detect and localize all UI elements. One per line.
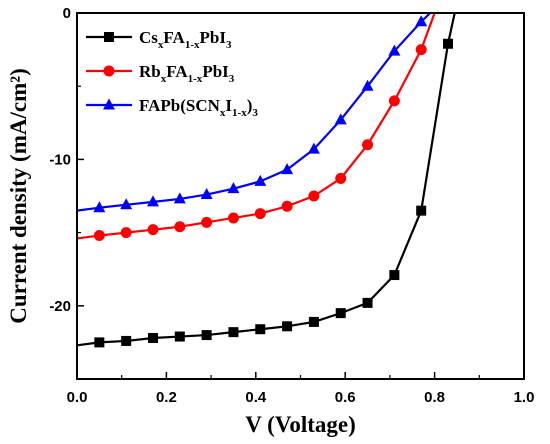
x-tick-label: 0.4 [245, 389, 267, 406]
data-point [362, 297, 373, 308]
data-point [307, 142, 320, 154]
series-layer [77, 13, 456, 348]
data-point [173, 192, 186, 204]
data-point [443, 38, 454, 49]
data-point [255, 324, 266, 335]
legend-marker [103, 65, 115, 77]
data-point [308, 190, 320, 202]
data-point [227, 182, 240, 194]
data-point [335, 308, 346, 319]
data-point [174, 331, 185, 342]
series-line [77, 13, 456, 347]
data-point [147, 333, 158, 344]
legend-label-part: 1-x [185, 39, 200, 51]
data-point [120, 227, 132, 239]
data-point [121, 335, 132, 346]
data-point [415, 15, 428, 27]
y-axis-label: Current density (mA/cm²) [6, 68, 31, 324]
legend-label-part: PbI [202, 62, 229, 81]
data-point [120, 198, 133, 210]
legend-label: FAPb(SCNxI1-x)3 [139, 96, 258, 119]
legend-label-part: PbI [199, 28, 226, 47]
data-point [94, 337, 105, 348]
x-axis-label: V (Voltage) [245, 412, 356, 437]
legend-label-part: I [225, 96, 232, 115]
legend-label: CsxFA1-xPbI3 [139, 28, 232, 51]
ticks-layer: 0.0 0.2 0.4 0.6 0.8 1.0 0 -10 -20 [49, 5, 534, 406]
data-point [93, 230, 105, 242]
legend-label-part: 3 [229, 73, 235, 85]
legend-marker [103, 98, 115, 110]
data-point [335, 172, 347, 184]
data-point [146, 195, 159, 207]
data-point [389, 270, 400, 281]
legend-label-part: FA [166, 62, 188, 81]
legend-label-part: 1-x [232, 107, 247, 119]
legend-label-part: 3 [226, 39, 232, 51]
data-point [201, 330, 212, 341]
x-tick-label: 0.8 [424, 389, 445, 406]
data-point [228, 327, 239, 338]
legend-label-part: Rb [139, 62, 161, 81]
legend-entry-3: FAPb(SCNxI1-x)3 [86, 96, 258, 119]
legend-label-part: 1-x [188, 73, 203, 85]
data-point [361, 79, 374, 91]
legend-label: RbxFA1-xPbI3 [139, 62, 235, 85]
legend-entry-1: CsxFA1-xPbI3 [86, 28, 232, 51]
legend-label-part: x [158, 39, 164, 51]
legend-label-part: x [161, 73, 167, 85]
series-3 [77, 13, 431, 213]
legend-label-part: 3 [252, 107, 258, 119]
x-tick-label: 0.6 [335, 389, 356, 406]
data-point [308, 316, 319, 327]
data-point [282, 321, 293, 332]
series-2 [77, 13, 436, 242]
y-tick-label: -20 [49, 298, 71, 315]
data-point [201, 216, 213, 228]
data-point [416, 205, 427, 216]
legend-label-part: x [220, 107, 226, 119]
data-point [254, 208, 266, 220]
legend-label-part: FA [163, 28, 185, 47]
data-point [334, 113, 347, 125]
data-point [227, 212, 239, 224]
legend-label-part: Cs [139, 28, 158, 47]
legend-marker [104, 32, 114, 42]
data-point [415, 44, 427, 56]
data-point [388, 44, 401, 56]
data-point [254, 174, 267, 186]
x-tick-label: 1.0 [514, 389, 535, 406]
legend-label-part: FAPb(SCN [139, 96, 221, 115]
legend-entry-2: RbxFA1-xPbI3 [86, 62, 235, 85]
data-point [362, 139, 374, 151]
data-point [281, 200, 293, 212]
data-point [281, 163, 294, 175]
data-point [388, 95, 400, 107]
data-point [200, 188, 213, 200]
y-tick-label: -10 [49, 151, 71, 168]
data-point [174, 221, 186, 233]
x-tick-label: 0.2 [156, 389, 177, 406]
x-tick-label: 0.0 [67, 389, 88, 406]
data-point [147, 224, 159, 236]
legend-label-part: ) [247, 96, 253, 115]
y-tick-label: 0 [63, 5, 71, 22]
series-1 [77, 13, 456, 348]
data-point [93, 201, 106, 213]
